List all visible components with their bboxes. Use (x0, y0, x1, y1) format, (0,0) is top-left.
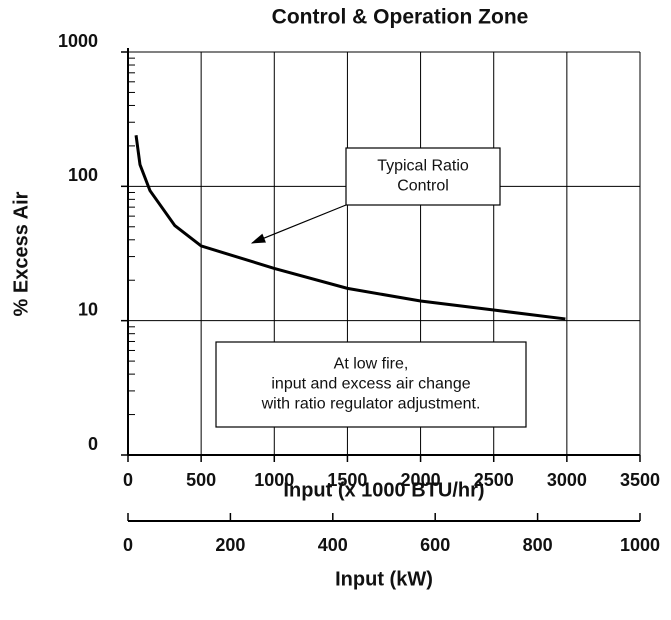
x-tick-label: 2000 (401, 470, 441, 490)
x-tick-label: 500 (186, 470, 216, 490)
annotation-arrow (250, 204, 347, 244)
annotation-text: Control (397, 178, 449, 195)
chart-title: Control & Operation Zone (272, 6, 529, 29)
y-tick-label: 0 (88, 434, 98, 454)
x2-tick-label: 0 (123, 535, 133, 555)
line-series (134, 135, 566, 321)
x2-tick-label: 400 (318, 535, 348, 555)
x2-axis-label: Input (kW) (335, 568, 433, 590)
x-axis-label: Input (x 1000 BTU/hr) (283, 479, 484, 501)
x-tick-label: 0 (123, 470, 133, 490)
annotation-text: with ratio regulator adjustment. (261, 396, 481, 413)
annotation-text: At low fire, (334, 356, 409, 373)
x2-tick-label: 600 (420, 535, 450, 555)
x-tick-label: 3000 (547, 470, 587, 490)
annotation-text: Typical Ratio (377, 158, 469, 175)
y-axis-label: % Excess Air (10, 191, 32, 316)
y-tick-label: 1000 (58, 31, 98, 51)
x2-tick-label: 200 (215, 535, 245, 555)
annotation-box (215, 341, 527, 428)
y-tick-label: 100 (68, 165, 98, 185)
x-tick-label: 2500 (474, 470, 514, 490)
annotation-box (345, 147, 501, 206)
x-tick-label: 1000 (254, 470, 294, 490)
x-tick-label: 3500 (620, 470, 660, 490)
y-tick-label: 10 (78, 299, 98, 319)
x-tick-label: 1500 (327, 470, 367, 490)
x2-tick-label: 1000 (620, 535, 660, 555)
x2-tick-label: 800 (523, 535, 553, 555)
annotation-text: input and excess air change (271, 376, 470, 393)
